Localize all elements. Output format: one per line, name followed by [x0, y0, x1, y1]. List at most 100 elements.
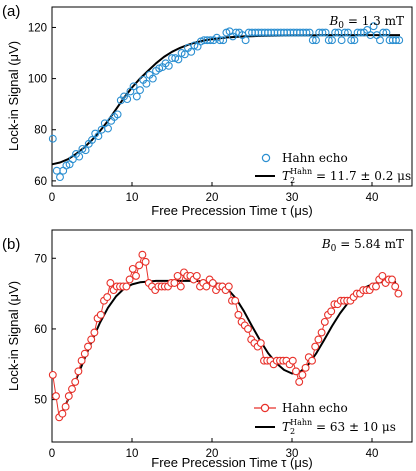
data-point	[391, 282, 400, 291]
annotation-symbol: B	[321, 237, 331, 251]
fit-curve	[51, 34, 400, 166]
data-point	[350, 36, 359, 45]
data-point	[337, 36, 346, 45]
data-point	[132, 271, 140, 280]
data-point	[340, 28, 349, 37]
fit-curve-group	[51, 34, 400, 166]
y-axis-label: Lock-in Signal (μV)	[6, 281, 21, 391]
data-point	[382, 28, 391, 37]
y-tick-label: 100	[28, 74, 47, 86]
y-tick-label: 60	[34, 176, 47, 188]
data-point	[103, 293, 112, 302]
annotation-rest: = 1.3 mT	[344, 14, 404, 28]
data-point	[311, 342, 320, 351]
legend-fit-sup: Hahn	[290, 418, 312, 427]
data-point	[395, 36, 404, 45]
legend-label-fit: T2Hahn = 11.7 ± 0.2 μs	[282, 167, 411, 185]
legend-label-fit: T2Hahn = 63 ± 10 μs	[282, 418, 396, 436]
field-annotation: B0 = 1.3 mT	[328, 14, 404, 31]
legend-fit-T: T	[282, 169, 291, 183]
plot-frame	[51, 6, 413, 187]
data-point	[308, 36, 317, 45]
y-tick-label: 120	[28, 22, 47, 34]
data-point	[288, 356, 297, 365]
legend-label-data: Hahn echo	[282, 151, 348, 165]
x-tick-label: 0	[49, 448, 55, 460]
legend: Hahn echo T2Hahn = 63 ± 10 μs	[254, 401, 396, 436]
data-point	[132, 92, 141, 101]
data-point	[394, 289, 403, 298]
data-point	[48, 370, 57, 379]
x-tick-label: 30	[286, 448, 299, 460]
legend-label-data: Hahn echo	[282, 401, 348, 415]
data-point	[328, 36, 336, 45]
data-point	[90, 328, 99, 337]
data-point	[219, 36, 228, 45]
data-point	[376, 36, 384, 45]
data-point	[312, 36, 320, 45]
data-point	[320, 317, 329, 326]
legend-fit-sub: 2	[290, 427, 295, 436]
annotation-sub: 0	[338, 21, 344, 31]
data-point	[58, 409, 67, 418]
data-point	[378, 271, 387, 280]
data-point	[318, 28, 327, 37]
y-axis-label: Lock-in Signal (μV)	[6, 41, 21, 151]
x-tick-label: 20	[206, 192, 219, 204]
data-point	[314, 335, 323, 344]
data-point	[84, 342, 92, 351]
annotation-symbol: B	[328, 14, 338, 28]
data-point	[187, 47, 196, 56]
data-point	[317, 328, 326, 337]
data-point	[80, 349, 89, 358]
data-point	[56, 173, 64, 182]
data-point	[142, 79, 151, 88]
data-point	[123, 95, 132, 104]
data-point	[292, 367, 300, 376]
annotation-sub: 0	[331, 244, 337, 254]
data-point	[138, 250, 147, 259]
x-tick-label: 20	[206, 448, 219, 460]
x-tick-label: 40	[366, 192, 379, 204]
y-tick-label: 50	[34, 395, 47, 407]
data-point	[305, 28, 314, 37]
legend-fit-rest: = 63 ± 10 μs	[312, 420, 396, 434]
data-point	[52, 392, 60, 401]
x-tick-label: 0	[49, 192, 55, 204]
data-point	[192, 271, 201, 280]
data-point	[129, 82, 138, 91]
data-point	[176, 282, 185, 291]
data-point	[94, 132, 103, 141]
data-point	[301, 363, 310, 372]
data-point	[96, 310, 105, 319]
x-axis-label: Free Precession Time τ (μs)	[151, 455, 312, 470]
data-point	[224, 282, 233, 291]
y-tick-label: 60	[34, 324, 47, 336]
data-point	[324, 36, 333, 45]
legend: Hahn echo T2Hahn = 11.7 ± 0.2 μs	[255, 151, 411, 185]
data-markers-group	[48, 22, 404, 182]
data-point	[113, 110, 122, 119]
data-point	[372, 282, 380, 291]
data-point	[48, 134, 57, 143]
data-point	[347, 36, 356, 45]
x-tick-label: 40	[366, 448, 379, 460]
data-point	[295, 377, 304, 386]
data-point	[68, 385, 76, 393]
data-point	[135, 261, 144, 270]
plot-frame	[51, 229, 413, 443]
data-point	[87, 335, 96, 344]
legend-fit-sub: 2	[290, 176, 295, 185]
panel-label: (a)	[2, 3, 20, 20]
x-tick-label: 10	[126, 192, 139, 204]
data-point	[136, 86, 144, 95]
data-point	[344, 28, 352, 37]
legend-fit-sup: Hahn	[290, 167, 312, 176]
data-point	[321, 28, 330, 37]
data-point	[256, 339, 265, 348]
panel-label: (b)	[2, 236, 20, 253]
